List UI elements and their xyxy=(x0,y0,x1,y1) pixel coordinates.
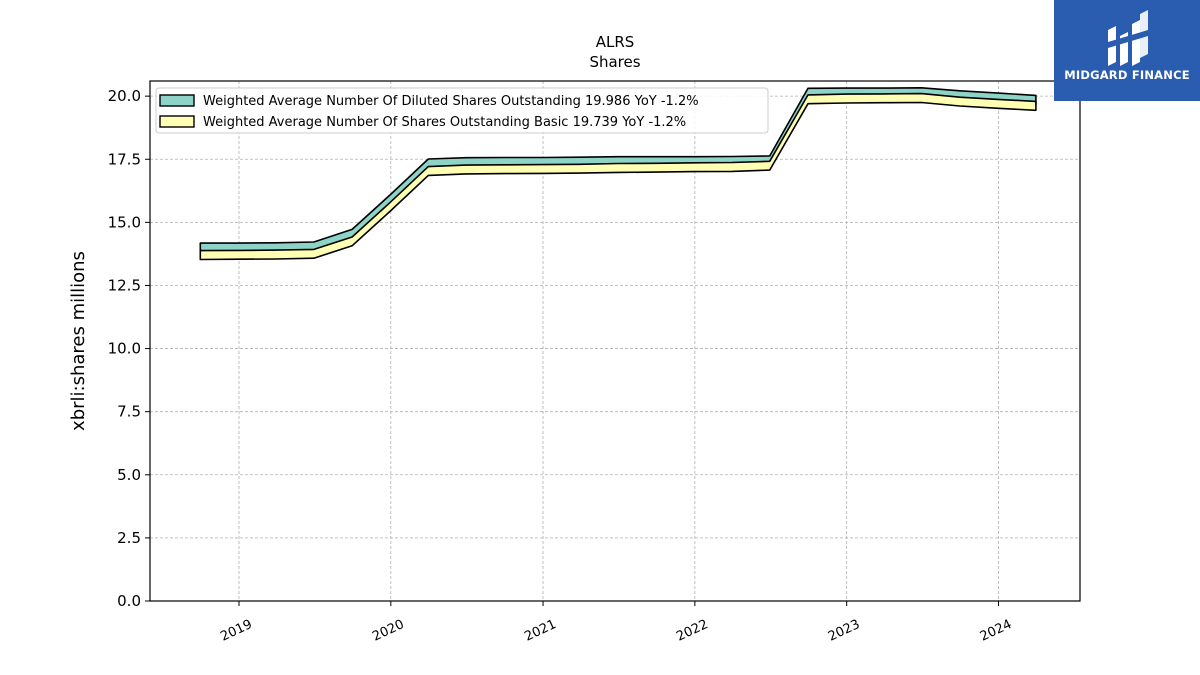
chart-title: ALRS xyxy=(596,33,635,51)
midgard-logo-icon xyxy=(1108,10,1148,66)
y-tick-label: 12.5 xyxy=(108,276,141,294)
y-tick-label: 10.0 xyxy=(108,340,141,358)
y-tick-label: 0.0 xyxy=(117,592,141,610)
x-tick-label: 2023 xyxy=(826,617,862,645)
legend-swatch xyxy=(159,94,195,107)
legend-label: Weighted Average Number Of Shares Outsta… xyxy=(203,115,686,130)
x-tick-label: 2022 xyxy=(674,617,710,645)
x-tick-label: 2024 xyxy=(978,617,1014,645)
legend: Weighted Average Number Of Diluted Share… xyxy=(155,87,769,134)
y-tick-label: 20.0 xyxy=(108,87,141,105)
x-tick-label: 2020 xyxy=(370,617,406,645)
series-2-area xyxy=(199,92,1037,261)
legend-swatch xyxy=(159,115,195,128)
y-tick-label: 7.5 xyxy=(117,403,141,421)
series-areas xyxy=(199,87,1037,261)
x-tick-label: 2021 xyxy=(522,617,558,645)
y-tick-label: 17.5 xyxy=(108,150,141,168)
y-axis-label: xbrli:shares millions xyxy=(68,251,89,431)
y-axis: 0.0 2.5 5.0 7.5 10.0 12.5 15.0 17.5 20.0 xyxy=(108,87,150,610)
legend-label: Weighted Average Number Of Diluted Share… xyxy=(203,94,699,109)
midgard-finance-logo: MIDGARD FINANCE xyxy=(1054,0,1200,101)
y-tick-label: 5.0 xyxy=(117,466,141,484)
y-tick-label: 15.0 xyxy=(108,213,141,231)
logo-text: MIDGARD FINANCE xyxy=(1064,68,1190,82)
chart-subtitle: Shares xyxy=(589,53,640,71)
plot-frame xyxy=(149,80,1081,602)
x-axis: 2019 2020 2021 2022 2023 2024 xyxy=(218,601,1014,645)
y-tick-label: 2.5 xyxy=(117,529,141,547)
legend-box xyxy=(155,87,769,134)
x-tick-label: 2019 xyxy=(218,617,254,645)
